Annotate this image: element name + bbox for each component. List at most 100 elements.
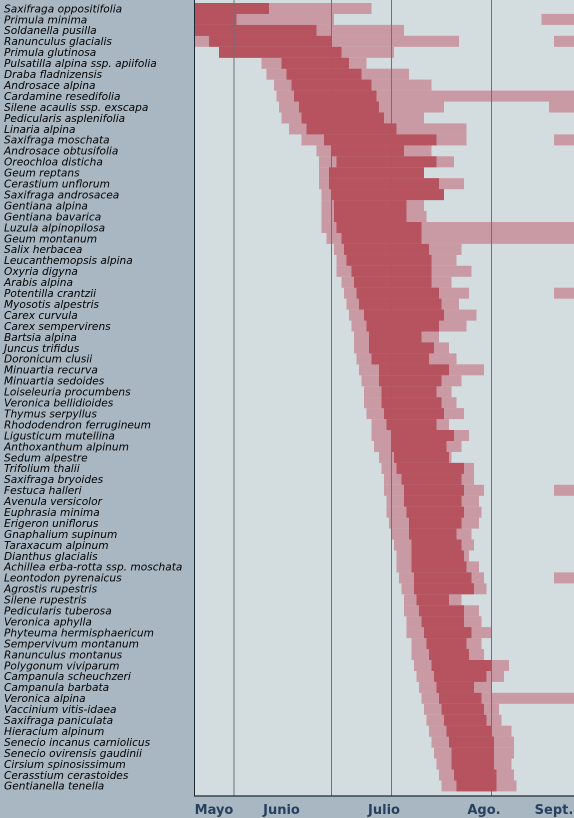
peak-bar	[429, 649, 469, 660]
species-label: Veronica bellidioides	[4, 398, 114, 410]
peak-bar	[334, 211, 407, 222]
species-label: Primula minima	[4, 14, 87, 26]
species-label: Hieracium alpinum	[4, 726, 104, 738]
peak-bar	[379, 364, 449, 376]
peak-bar	[421, 616, 464, 628]
species-label: Minuartia sedoides	[4, 376, 105, 388]
species-label: Geum montanum	[4, 233, 97, 245]
species-label: Veronica alpina	[4, 693, 86, 705]
species-label: Cerasstium cerastoides	[4, 770, 129, 782]
month-label: Junio	[262, 803, 300, 818]
species-label: Oxyria digyna	[4, 266, 78, 278]
species-label: Anthoxanthum alpinum	[3, 441, 129, 453]
month-gridlines	[194, 0, 574, 797]
peak-bar	[451, 758, 494, 770]
peak-bar	[194, 24, 317, 36]
peak-bar	[411, 539, 462, 551]
species-label: Rhododendron ferrugineum	[4, 419, 151, 431]
range-bar	[554, 484, 574, 496]
peak-bar	[404, 495, 462, 507]
species-label: Taraxacum alpinum	[4, 540, 109, 552]
range-bar	[554, 572, 574, 584]
peak-bar	[414, 583, 474, 595]
peak-bar	[419, 605, 464, 617]
species-label: Loiseleuria procumbens	[4, 387, 131, 399]
range-bar	[326, 232, 574, 244]
species-label: Arabis alpina	[3, 277, 73, 289]
species-label: Thymus serpyllus	[4, 408, 97, 420]
species-label: Cerastium unflorum	[4, 179, 110, 191]
peak-bar	[379, 375, 442, 387]
peak-bar	[194, 3, 269, 14]
peak-bar	[341, 232, 422, 244]
peak-bar	[219, 46, 342, 58]
peak-bar	[366, 320, 439, 332]
species-label: Androsace alpina	[3, 80, 96, 92]
month-label: Ago.	[467, 803, 500, 818]
peak-bar	[336, 156, 437, 168]
peak-bar	[364, 309, 444, 321]
peak-bar	[329, 167, 424, 179]
peak-bar	[431, 660, 492, 671]
species-label: Achillea erba-rotta ssp. moschata	[3, 562, 182, 574]
peak-bar	[281, 57, 349, 69]
peak-bar	[209, 35, 332, 47]
species-label: Festuca halleri	[4, 485, 82, 497]
species-label: Ligusticum mutellina	[4, 430, 115, 442]
range-bar	[194, 3, 372, 14]
range-bar	[554, 287, 574, 299]
species-label: Oreochloa disticha	[4, 157, 103, 169]
species-label: Campanula scheuchzeri	[4, 671, 131, 683]
species-label: Leontodon pyrenaicus	[4, 573, 122, 585]
peak-bar	[404, 484, 464, 496]
species-label: Pedicularis tuberosa	[4, 606, 112, 618]
peak-bar	[416, 594, 449, 606]
peak-bar	[294, 90, 377, 102]
species-label: Trifolium thalii	[4, 463, 80, 475]
peak-bar	[301, 112, 384, 124]
species-label: Cirsium spinosissimum	[4, 759, 126, 771]
species-label: Dianthus glacialis	[4, 551, 98, 563]
peak-bar	[396, 462, 464, 474]
peak-bar	[409, 528, 457, 540]
range-bar	[321, 222, 574, 233]
peak-bar	[336, 222, 422, 233]
species-label: Soldanella pusilla	[4, 25, 97, 37]
peak-bar	[414, 572, 472, 584]
peak-bar	[411, 561, 467, 573]
species-label: Agrostis rupestris	[3, 584, 98, 596]
range-bar	[276, 90, 574, 102]
peak-bar	[356, 287, 439, 299]
species-label: Senecio ovirensis gaudinii	[4, 748, 142, 760]
peak-bar	[454, 769, 497, 781]
species-label: Phyteuma hermisphaericum	[4, 627, 154, 639]
peak-bar	[411, 550, 464, 562]
species-label: Geum reptans	[4, 168, 80, 180]
month-labels: Mayo Junio Julio Ago. Sept.	[195, 803, 574, 818]
peak-bar	[394, 451, 449, 463]
peak-bar	[391, 430, 454, 441]
species-label: Linaria alpina	[4, 124, 76, 136]
species-label: Pedicularis asplenifolia	[4, 113, 125, 125]
peak-bar	[344, 243, 429, 255]
peak-bar	[306, 123, 397, 135]
species-label: Gnaphalium supinum	[4, 529, 117, 541]
species-label: Saxifraga moschata	[4, 135, 110, 147]
month-label: Sept.	[535, 803, 574, 818]
peak-bars	[194, 3, 497, 792]
peak-bar	[346, 254, 432, 266]
peak-bar	[436, 681, 474, 693]
species-label: Potentilla crantzii	[4, 288, 96, 300]
species-label: Minuartia recurva	[4, 365, 98, 377]
peak-bar	[331, 145, 404, 157]
peak-bar	[409, 517, 462, 529]
species-label: Campanula barbata	[4, 682, 109, 694]
species-label: Sedum alpestre	[4, 452, 88, 464]
month-label: Mayo	[195, 803, 234, 818]
species-label: Saxifraga androsacea	[4, 189, 119, 201]
species-label: Senecio incanus carniolicus	[4, 737, 151, 749]
peak-bar	[329, 178, 439, 190]
species-label: Primula glutinosa	[4, 47, 96, 59]
